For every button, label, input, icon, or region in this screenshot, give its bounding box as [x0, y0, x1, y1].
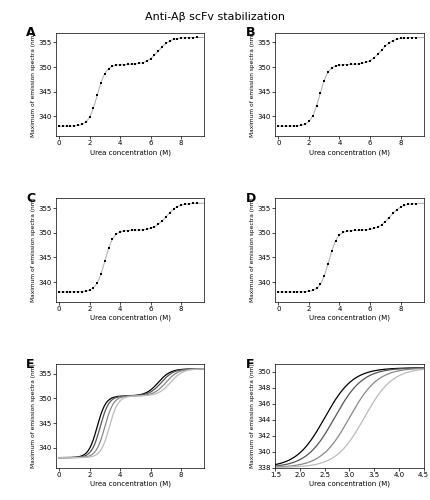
- Text: A: A: [26, 26, 36, 40]
- Text: E: E: [26, 358, 35, 370]
- Y-axis label: Maximum of emission spectra (nm): Maximum of emission spectra (nm): [250, 198, 255, 302]
- Text: D: D: [246, 192, 256, 205]
- Text: Anti-Aβ scFv stabilization: Anti-Aβ scFv stabilization: [145, 12, 285, 22]
- Y-axis label: Maximum of emission spectra (nm): Maximum of emission spectra (nm): [31, 32, 36, 136]
- Y-axis label: Maximum of emission spectra (nm): Maximum of emission spectra (nm): [250, 32, 255, 136]
- X-axis label: Urea concentration (M): Urea concentration (M): [309, 314, 390, 321]
- X-axis label: Urea concentration (M): Urea concentration (M): [89, 149, 171, 156]
- X-axis label: Urea concentration (M): Urea concentration (M): [89, 314, 171, 321]
- Text: C: C: [26, 192, 35, 205]
- Text: F: F: [246, 358, 254, 370]
- Y-axis label: Maximum of emission spectra (nm): Maximum of emission spectra (nm): [31, 198, 36, 302]
- X-axis label: Urea concentration (M): Urea concentration (M): [309, 480, 390, 487]
- X-axis label: Urea concentration (M): Urea concentration (M): [89, 480, 171, 487]
- Y-axis label: Maximum of emission spectra (nm): Maximum of emission spectra (nm): [250, 364, 255, 468]
- Y-axis label: Maximum of emission spectra (nm): Maximum of emission spectra (nm): [31, 364, 36, 468]
- Text: B: B: [246, 26, 255, 40]
- X-axis label: Urea concentration (M): Urea concentration (M): [309, 149, 390, 156]
